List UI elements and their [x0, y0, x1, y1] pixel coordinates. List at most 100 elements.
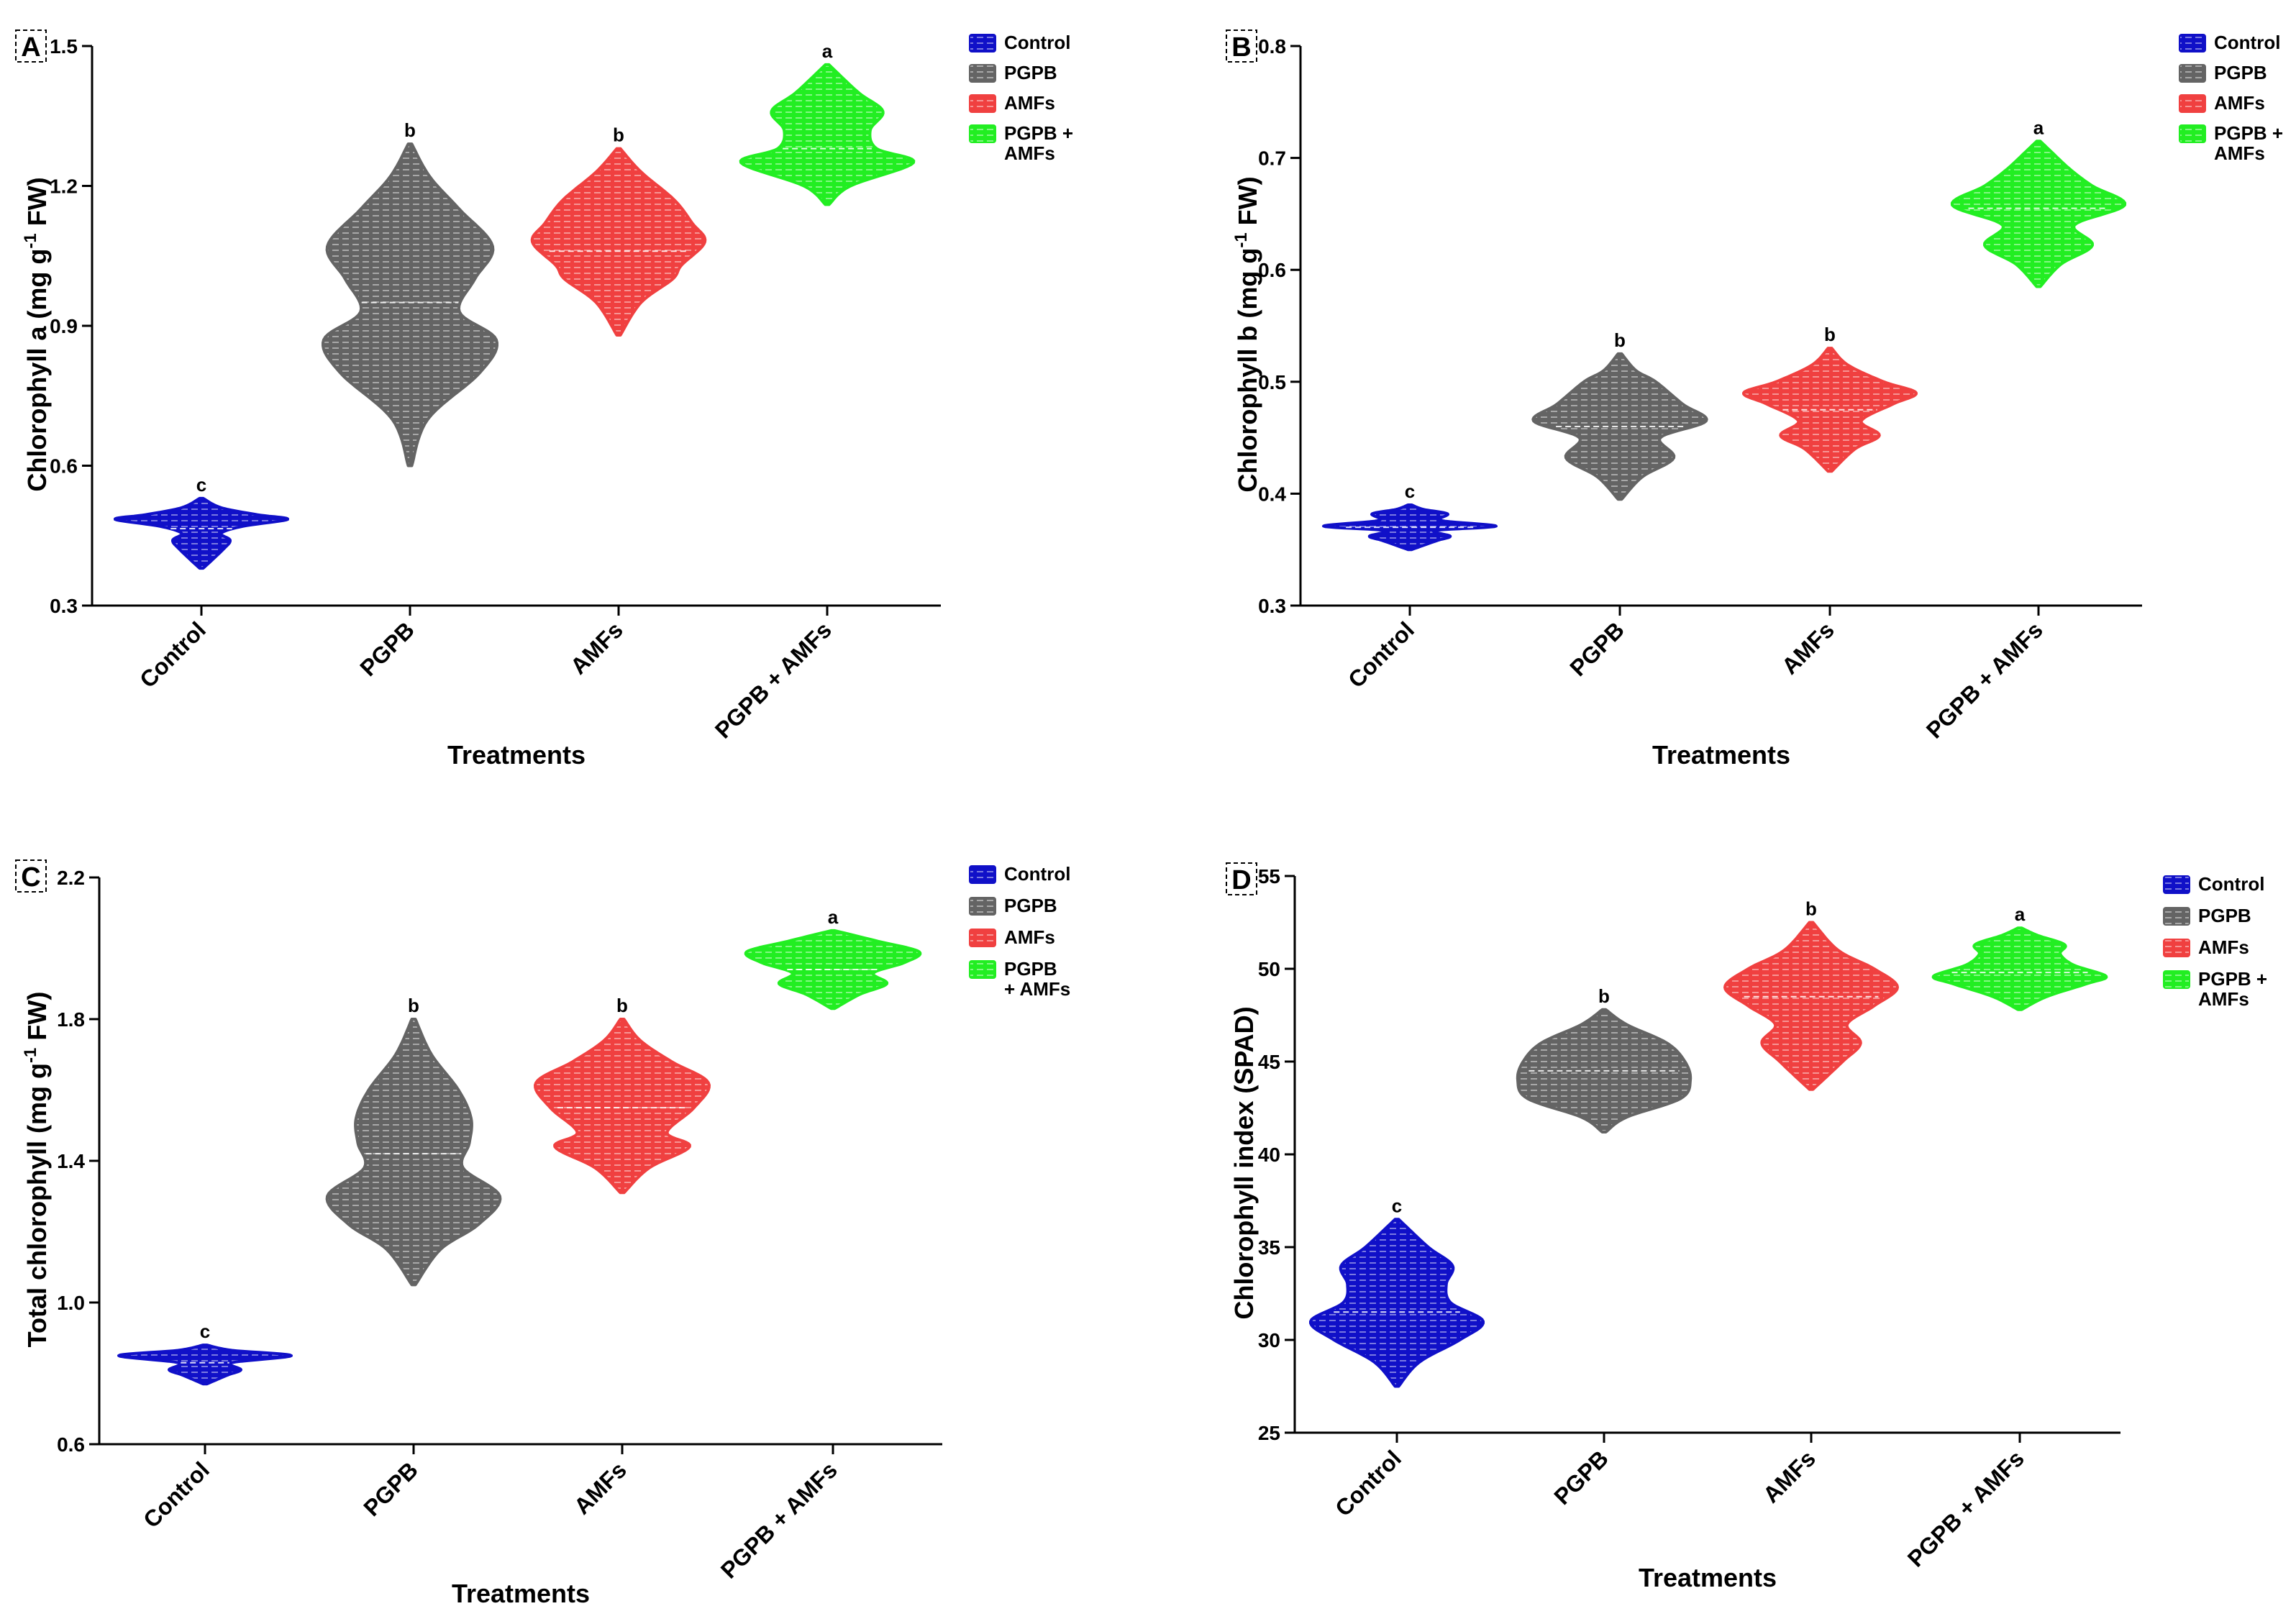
legend-label: Control: [1004, 32, 1070, 53]
legend-swatch-amfs: [969, 929, 996, 947]
y-tick-label: 0.3: [1258, 595, 1286, 617]
x-tick-label: PGPB + AMFs: [1903, 1445, 2029, 1571]
y-tick-label: 45: [1258, 1051, 1280, 1073]
y-tick-label: 0.7: [1258, 147, 1286, 170]
significance-letter: c: [196, 474, 206, 496]
legend-swatch-pgpb: [969, 897, 996, 916]
legend-swatch-pgpb-amfs: [969, 960, 996, 979]
significance-letter: b: [1598, 985, 1610, 1007]
legend-label: PGPB: [1004, 62, 1057, 83]
legend-label: AMFs: [1004, 92, 1055, 114]
y-tick-label: 0.5: [1258, 371, 1286, 393]
significance-letter: b: [1614, 329, 1626, 351]
legend-swatch-amfs: [969, 94, 996, 113]
violin-pgpb-amfs: [1950, 140, 2127, 288]
y-tick-label: 50: [1258, 958, 1280, 980]
x-axis-title: Treatments: [452, 1579, 590, 1608]
significance-letter: c: [1405, 480, 1415, 502]
x-tick-label: Control: [138, 1456, 214, 1533]
panel-tag-box: [1226, 29, 1257, 63]
violin-control: [1309, 1218, 1485, 1388]
x-tick-label: PGPB: [1564, 616, 1629, 681]
y-tick-label: 25: [1258, 1422, 1280, 1444]
legend-swatch-control: [969, 34, 996, 53]
legend-swatch-pgpb: [969, 64, 996, 83]
violin-amfs: [534, 1018, 711, 1195]
y-tick-label: 0.6: [1258, 259, 1286, 281]
violin-amfs: [530, 147, 707, 337]
y-axis-title: Chlorophyll b (mg g-1 FW): [1231, 176, 1262, 492]
legend-label: + AMFs: [1004, 978, 1070, 1000]
x-tick-label: PGPB: [1549, 1445, 1613, 1510]
y-tick-label: 40: [1258, 1144, 1280, 1166]
panel-b: B 0.3 0.4 0.5 0.6 0.7 0.8 Chlorophyll b (mg g-1…: [1226, 29, 2283, 770]
y-axis-title: Chlorophyll a (mg g-1 FW): [21, 177, 52, 491]
legend-label: AMFs: [2198, 988, 2249, 1010]
significance-letter: a: [828, 906, 839, 928]
significance-letter: c: [1392, 1195, 1402, 1216]
x-axis-title: Treatments: [1639, 1563, 1777, 1592]
legend-swatch-pgpb-amfs: [2163, 970, 2190, 989]
x-tick-label: AMFs: [1758, 1445, 1821, 1507]
y-tick-label: 55: [1258, 865, 1280, 888]
x-tick-label: Control: [135, 616, 211, 693]
legend-label: Control: [2214, 32, 2280, 53]
legend-label: PGPB: [1004, 895, 1057, 916]
y-tick-label: 0.6: [57, 1433, 85, 1456]
violin-pgpb-amfs: [1931, 926, 2108, 1011]
significance-letter: b: [1805, 898, 1817, 920]
legend-swatch-control: [2163, 875, 2190, 894]
x-tick-label: PGPB + AMFs: [1921, 616, 2048, 743]
violin-pgpb: [325, 1018, 502, 1287]
violin-control: [117, 1344, 293, 1386]
x-tick-label: PGPB: [358, 1456, 423, 1521]
legend-label: AMFs: [1004, 926, 1055, 948]
significance-letter: a: [822, 40, 833, 62]
legend-swatch-control: [969, 865, 996, 884]
x-tick-label: Control: [1330, 1445, 1406, 1521]
legend-label: AMFs: [2214, 92, 2265, 114]
legend-label: PGPB: [2198, 905, 2251, 926]
y-tick-label: 0.9: [50, 315, 78, 337]
violin-pgpb-amfs: [739, 63, 916, 206]
legend-swatch-control: [2179, 34, 2206, 53]
legend-label: Control: [1004, 863, 1070, 885]
legend-label: PGPB +: [1004, 122, 1073, 144]
y-tick-label: 1.4: [57, 1150, 85, 1172]
y-tick-label: 0.8: [1258, 35, 1286, 58]
legend-swatch-amfs: [2163, 939, 2190, 957]
x-axis-title: Treatments: [447, 740, 586, 770]
violin-pgpb-amfs: [744, 929, 922, 1011]
violin-pgpb: [322, 142, 498, 467]
y-axis-title: Chlorophyll index (SPAD): [1229, 1006, 1259, 1319]
x-tick-label: Control: [1343, 616, 1419, 693]
violin-control: [1322, 503, 1498, 552]
panel-tag-box: [15, 859, 47, 893]
significance-letter: b: [408, 995, 419, 1016]
panel-tag: C: [21, 862, 40, 893]
x-tick-label: AMFs: [1777, 616, 1839, 679]
legend-swatch-amfs: [2179, 94, 2206, 113]
legend-label: AMFs: [2214, 142, 2265, 164]
violin-amfs: [1723, 921, 1899, 1091]
y-tick-label: 1.5: [50, 35, 78, 58]
panel-a: A 0.3 0.6 0.9 1.2 1.5 Chlorophyll a (mg g-1 FW…: [15, 29, 1073, 770]
significance-letter: c: [200, 1320, 210, 1342]
x-tick-label: AMFs: [565, 616, 628, 679]
legend-label: PGPB +: [2198, 968, 2267, 990]
violin-control: [114, 496, 289, 570]
y-tick-label: 1.2: [50, 175, 78, 198]
panel-c: C 0.6 1.0 1.4 1.8 2.2 Total chlorophyll (mg g-…: [15, 859, 1070, 1608]
panel-tag-box: [15, 29, 47, 63]
y-axis-title: Total chlorophyll (mg g-1 FW): [21, 992, 52, 1348]
y-tick-label: 0.3: [50, 595, 78, 617]
y-tick-label: 1.8: [57, 1008, 85, 1031]
significance-letter: a: [2033, 117, 2044, 138]
y-tick-label: 1.0: [57, 1292, 85, 1314]
legend-swatch-pgpb-amfs: [969, 124, 996, 143]
legend-swatch-pgpb: [2163, 907, 2190, 926]
legend-label: Control: [2198, 873, 2264, 895]
panel-tag: B: [1231, 32, 1251, 63]
